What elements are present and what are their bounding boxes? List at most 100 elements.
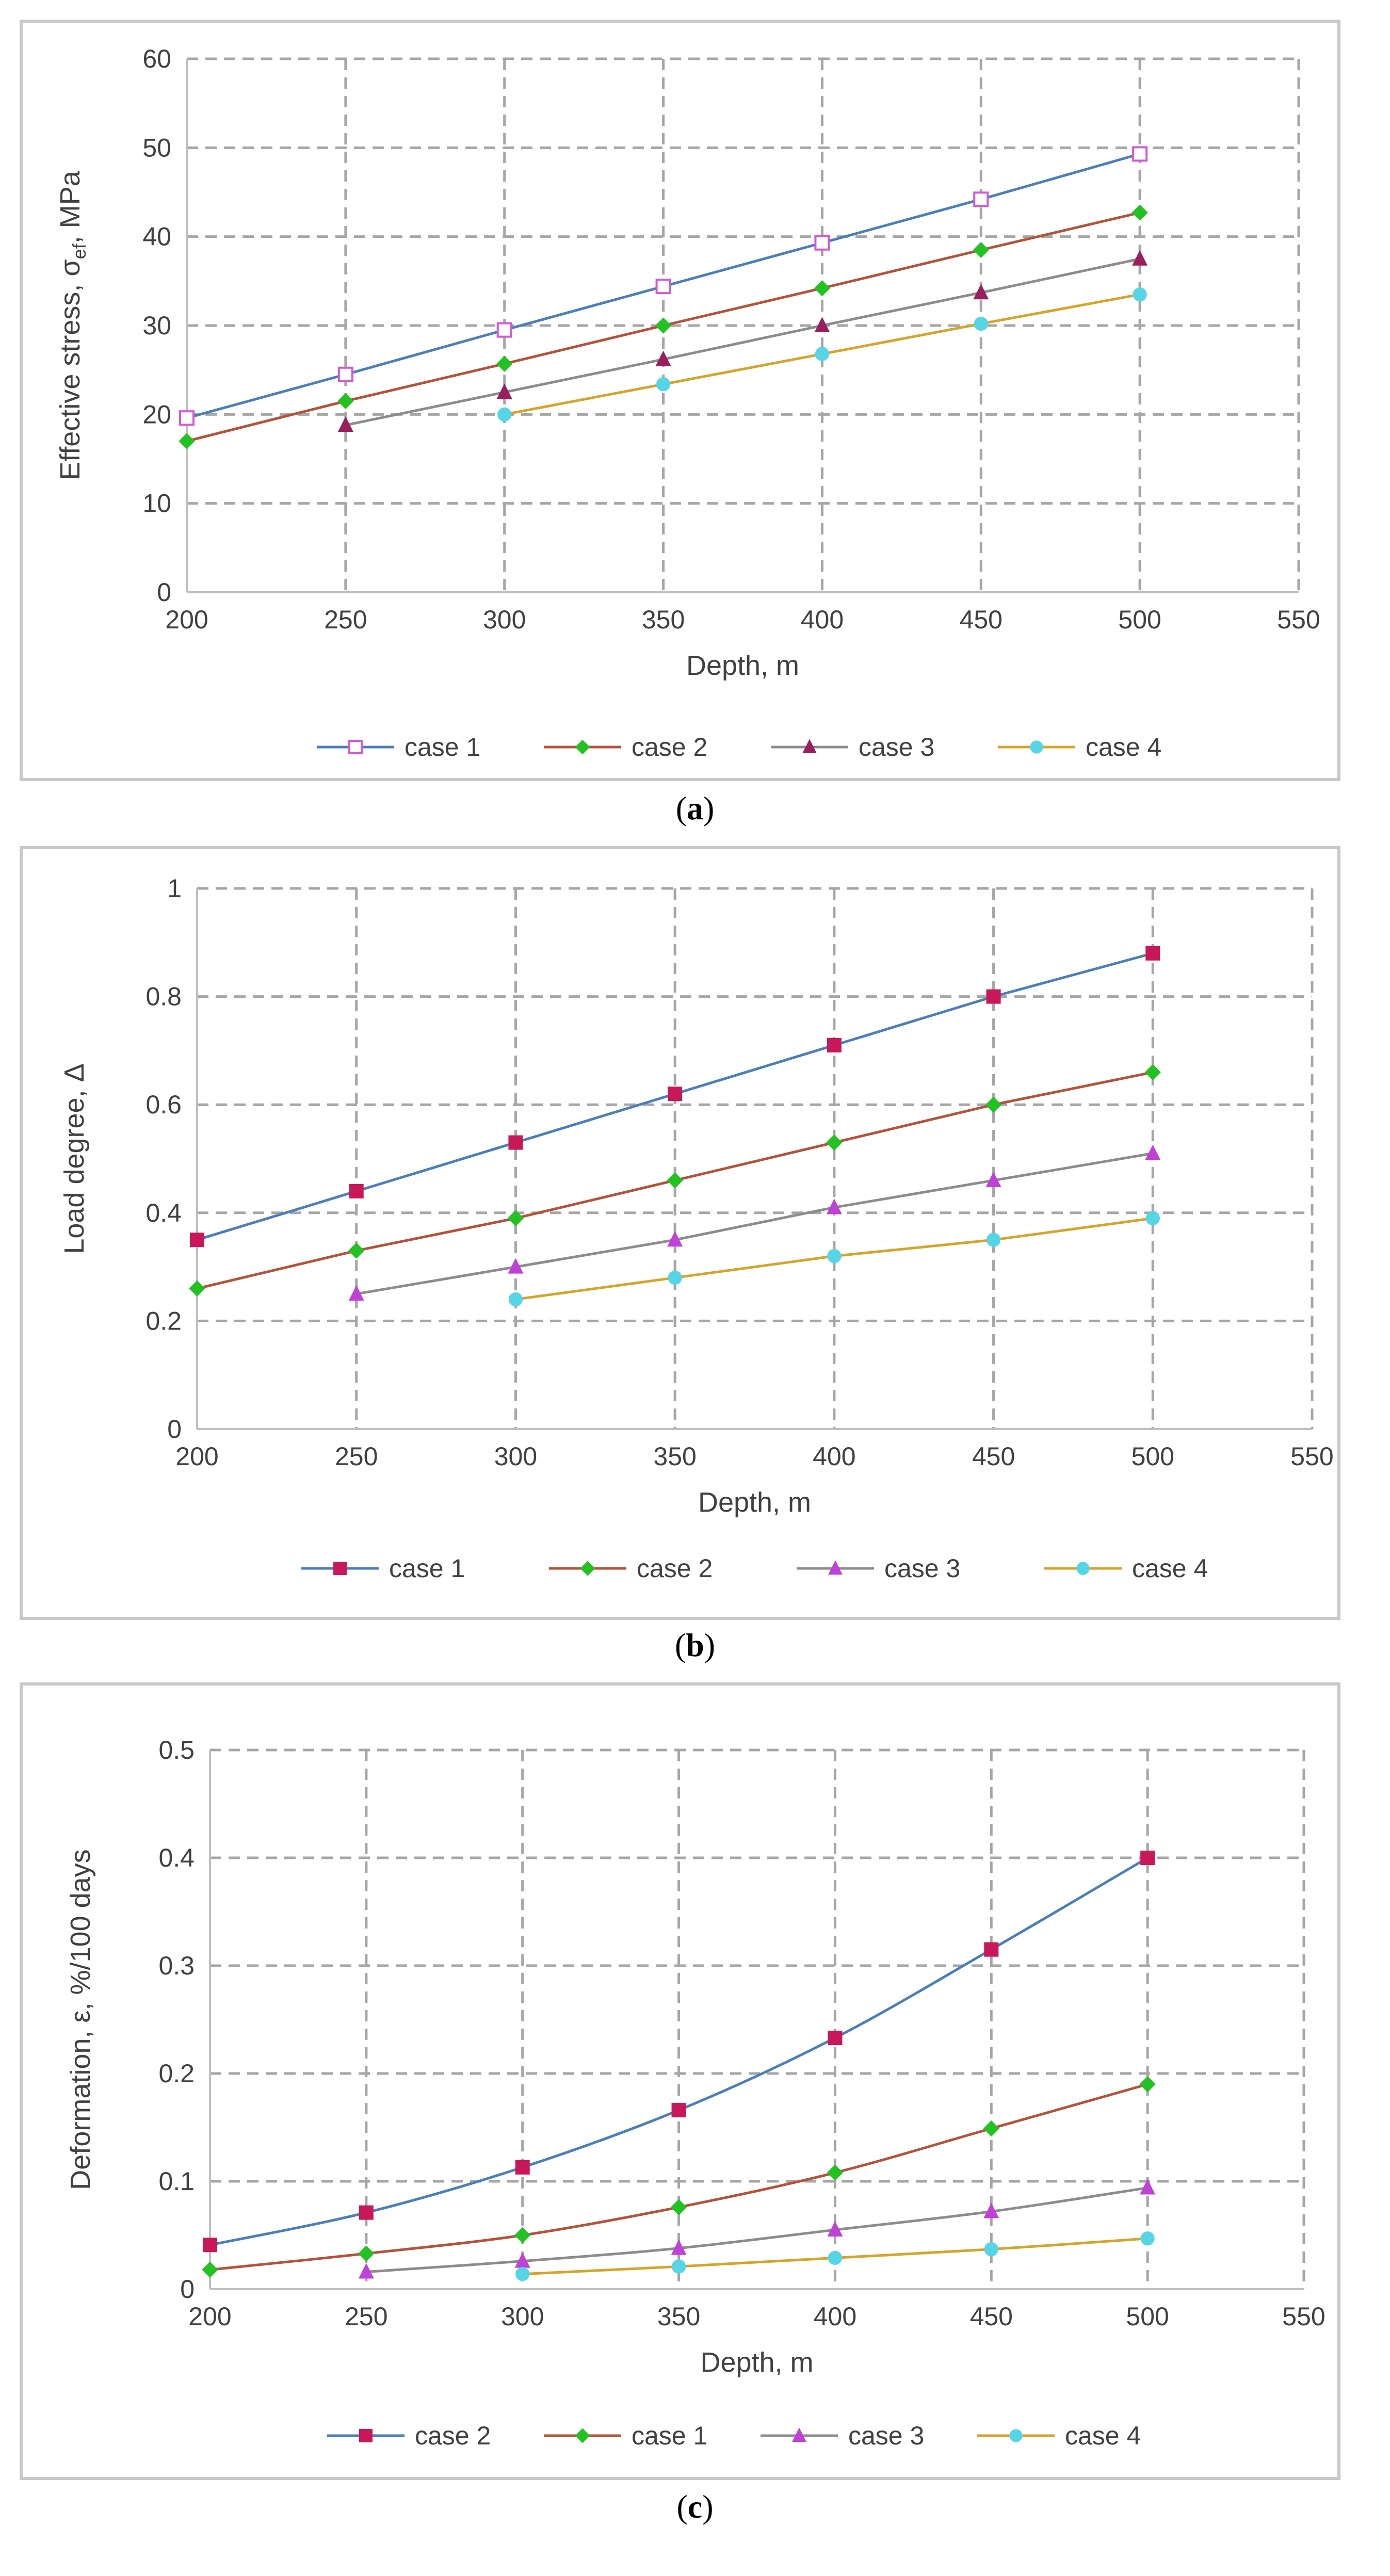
chart-b-data-point: [668, 1087, 683, 1101]
chart-a-data-point: [655, 350, 671, 366]
chart-b-x-tick-label: 200: [175, 1442, 218, 1471]
chart-b-data-point: [507, 1210, 524, 1226]
chart-c-y-tick-label: 0.1: [158, 2167, 195, 2196]
chart-b-data-point: [668, 1270, 682, 1285]
chart-a-data-point: [655, 317, 672, 334]
chart-panel-c: 0 0.1 0.2 0.3 0.4 0.5 200 250 300 350 400 450 500 550…: [20, 1682, 1340, 2480]
chart-b-data-point: [985, 1096, 1002, 1113]
chart-b-x-tick-label: 450: [972, 1442, 1015, 1471]
chart-c-legend-label: case 2: [415, 2421, 491, 2450]
chart-b-series-2: [348, 1144, 1161, 1301]
chart-c-y-tick-label: 0.4: [158, 1843, 195, 1872]
chart-b-data-point: [348, 1242, 365, 1259]
chart-a-data-point: [656, 377, 671, 392]
chart-a-x-tick-label: 550: [1277, 605, 1320, 634]
chart-b-y-tick-label: 0.6: [146, 1090, 182, 1119]
chart-b-legend: case 1 case 2 case 3 case 4: [301, 1554, 1208, 1583]
chart-a-data-point: [814, 235, 830, 251]
chart-b-data-point: [826, 1198, 842, 1214]
chart-c-data-point: [514, 2252, 530, 2268]
chart-b-data-point: [827, 1249, 842, 1263]
chart-a-legend-label: case 3: [859, 733, 934, 762]
chart-c-series-3: [515, 2231, 1155, 2281]
chart-c-x-tick-label: 300: [501, 2302, 544, 2331]
chart-b-legend-item: case 2: [549, 1554, 713, 1583]
chart-c-data-point: [358, 2245, 375, 2262]
chart-b-legend-label: case 2: [637, 1554, 713, 1583]
chart-a-data-point: [337, 416, 353, 432]
chart-a-legend-label: case 4: [1086, 733, 1161, 762]
chart-c-data-point: [1140, 2231, 1155, 2246]
chart-a-y-tick-label: 10: [142, 489, 171, 518]
chart-c-x-tick-label: 400: [814, 2302, 856, 2331]
chart-a-legend-item: case 4: [998, 733, 1161, 762]
chart-c-legend-item: case 1: [544, 2421, 707, 2450]
chart-c-data-point: [671, 2103, 686, 2118]
chart-a-data-point: [655, 279, 671, 295]
chart-c-x-tick-label: 450: [970, 2302, 1013, 2331]
chart-b-legend-item: case 4: [1044, 1554, 1208, 1583]
chart-b-data-point: [1145, 946, 1160, 961]
chart-a-legend-item: case 3: [771, 733, 934, 762]
chart-a-x-tick-label: 200: [165, 605, 208, 634]
chart-panel-b: 0 0.2 0.4 0.6 0.8 1 200 250 300 350 400 450 500 550 De…: [20, 846, 1340, 1620]
chart-b-legend-item: case 3: [797, 1554, 960, 1583]
chart-a-data-point: [973, 191, 989, 207]
chart-a-x-tick-label: 300: [483, 605, 526, 634]
chart-c-legend-marker: [792, 2427, 806, 2442]
chart-c-legend-marker: [1009, 2429, 1023, 2442]
chart-b-legend-marker: [1076, 1562, 1090, 1575]
chart-b-legend-marker: [828, 1560, 843, 1575]
chart-b-x-axis-title: Depth, m: [698, 1487, 811, 1518]
chart-a-y-tick-label: 60: [142, 44, 171, 73]
chart-a-legend-marker: [802, 739, 817, 753]
chart-a-y-tick-label: 50: [142, 133, 171, 162]
chart-c-legend-label: case 3: [848, 2421, 924, 2450]
chart-a-data-point: [1132, 146, 1148, 162]
chart-b-y-tick-label: 0.8: [146, 982, 182, 1011]
chart-c-y-axis-title: Deformation, ε, %/100 days: [65, 1849, 96, 2190]
chart-b-x-tick-label: 500: [1132, 1442, 1174, 1471]
chart-a-gridlines: [187, 57, 1300, 592]
chart-b-legend-marker: [580, 1561, 595, 1576]
chart-a-data-point: [496, 355, 513, 372]
chart-a-data-point: [1133, 287, 1147, 302]
chart-a-x-tick-label: 250: [324, 605, 367, 634]
chart-b-data-point: [827, 1038, 842, 1052]
chart-a-data-point: [973, 284, 989, 300]
chart-c-legend-label: case 4: [1065, 2421, 1141, 2450]
chart-b-data-point: [826, 1134, 843, 1151]
chart-c-data-point: [983, 2202, 999, 2218]
chart-c-x-tick-label: 550: [1282, 2302, 1325, 2331]
chart-b-x-tick-label: 400: [813, 1442, 855, 1471]
chart-b-x-tick-label: 550: [1290, 1442, 1333, 1471]
chart-c-data-point: [203, 2238, 217, 2253]
chart-c-y-tick-label: 0: [180, 2275, 195, 2304]
chart-c-data-point: [828, 2031, 843, 2046]
chart-a-data-point: [497, 407, 512, 422]
chart-a-x-tick-label: 350: [642, 605, 685, 634]
chart-a-legend-marker: [348, 740, 363, 754]
chart-b-data-point: [508, 1135, 523, 1150]
chart-b-x-tick-label: 350: [653, 1442, 696, 1471]
chart-c-data-point: [202, 2261, 218, 2278]
chart-a-x-tick-label: 450: [960, 605, 1003, 634]
chart-a-data-point: [815, 347, 830, 361]
chart-a-data-point: [496, 383, 512, 399]
chart-b-data-point: [349, 1184, 364, 1198]
chart-b-legend-marker: [333, 1562, 347, 1575]
chart-a-y-tick-label: 0: [157, 578, 171, 607]
chart-a-legend-marker: [1030, 740, 1043, 754]
chart-a-series-0: [179, 146, 1148, 426]
chart-a-series-line: [345, 257, 1140, 427]
chart-a-data-point: [496, 322, 512, 338]
chart-c-data-point: [515, 2267, 530, 2281]
chart-b-y-tick-label: 1: [167, 874, 182, 903]
chart-b-gridlines: [197, 887, 1314, 1429]
chart-a-y-tick-label: 30: [142, 311, 171, 340]
chart-b-data-point: [508, 1258, 524, 1274]
chart-b-legend-label: case 3: [884, 1554, 960, 1583]
chart-b-x-tick-label: 250: [335, 1442, 378, 1471]
chart-a-data-point: [814, 280, 831, 297]
chart-c-data-point: [827, 2221, 843, 2237]
